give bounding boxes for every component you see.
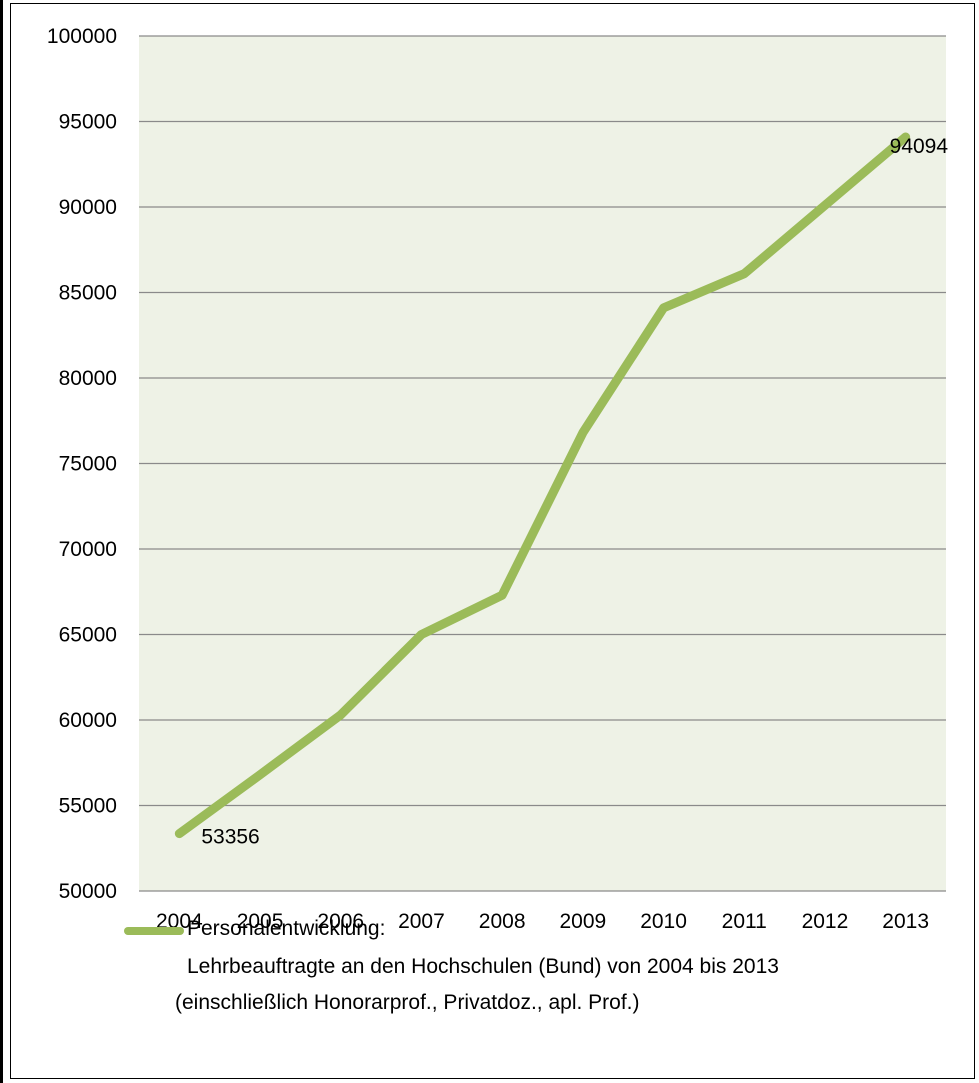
- y-tick-label: 75000: [59, 453, 117, 476]
- x-tick-label: 2013: [882, 910, 929, 933]
- data-label: 53356: [201, 826, 259, 849]
- x-axis-ticks: 2004 2005 2006 2007 2008 2009 2010 2011 2012 2013: [156, 910, 929, 933]
- left-border-line: [0, 0, 3, 1083]
- x-tick-label: 2007: [398, 910, 445, 933]
- y-tick-label: 55000: [59, 795, 117, 818]
- y-axis-ticks: 50000 55000 60000 65000 70000 75000 80000 85000…: [47, 25, 117, 903]
- data-label: 94094: [890, 135, 949, 158]
- x-tick-label: 2012: [802, 910, 849, 933]
- x-tick-label: 2008: [479, 910, 526, 933]
- y-tick-label: 65000: [59, 624, 117, 647]
- series-line: [174, 132, 911, 839]
- x-tick-label: 2010: [640, 910, 687, 933]
- x-tick-label: 2006: [317, 910, 364, 933]
- y-tick-label: 95000: [59, 111, 117, 134]
- y-tick-label: 60000: [59, 709, 117, 732]
- y-tick-label: 85000: [59, 282, 117, 305]
- x-tick-label: 2004: [156, 910, 203, 933]
- series-group: [174, 132, 911, 839]
- y-tick-label: 80000: [59, 367, 117, 390]
- data-labels: 53356 94094: [201, 135, 948, 849]
- y-tick-label: 90000: [59, 196, 117, 219]
- gridlines: [139, 35, 946, 892]
- y-tick-label: 50000: [59, 880, 117, 903]
- y-tick-label: 100000: [47, 25, 117, 48]
- x-tick-label: 2011: [722, 910, 767, 933]
- x-tick-label: 2009: [559, 910, 606, 933]
- y-tick-label: 70000: [59, 538, 117, 561]
- x-tick-label: 2005: [237, 910, 284, 933]
